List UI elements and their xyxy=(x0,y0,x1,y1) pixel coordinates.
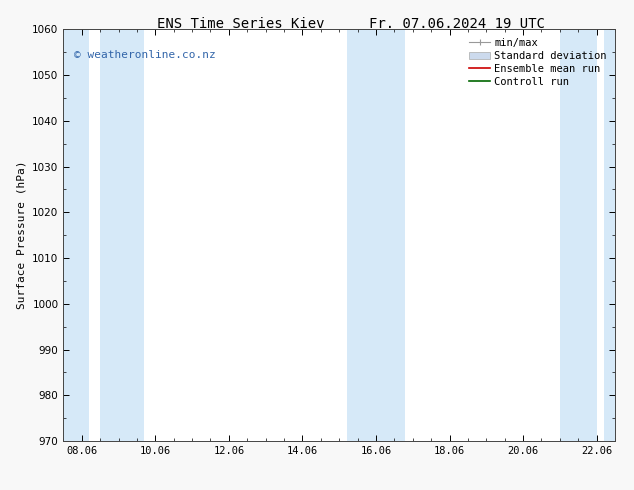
Bar xyxy=(560,29,597,441)
Bar xyxy=(100,29,145,441)
Bar xyxy=(604,29,615,441)
Text: © weatheronline.co.nz: © weatheronline.co.nz xyxy=(74,50,216,60)
Legend: min/max, Standard deviation, Ensemble mean run, Controll run: min/max, Standard deviation, Ensemble me… xyxy=(466,35,610,90)
Y-axis label: Surface Pressure (hPa): Surface Pressure (hPa) xyxy=(16,161,27,310)
Bar xyxy=(63,29,89,441)
Text: Fr. 07.06.2024 19 UTC: Fr. 07.06.2024 19 UTC xyxy=(368,17,545,31)
Bar xyxy=(347,29,405,441)
Text: ENS Time Series Kiev: ENS Time Series Kiev xyxy=(157,17,325,31)
